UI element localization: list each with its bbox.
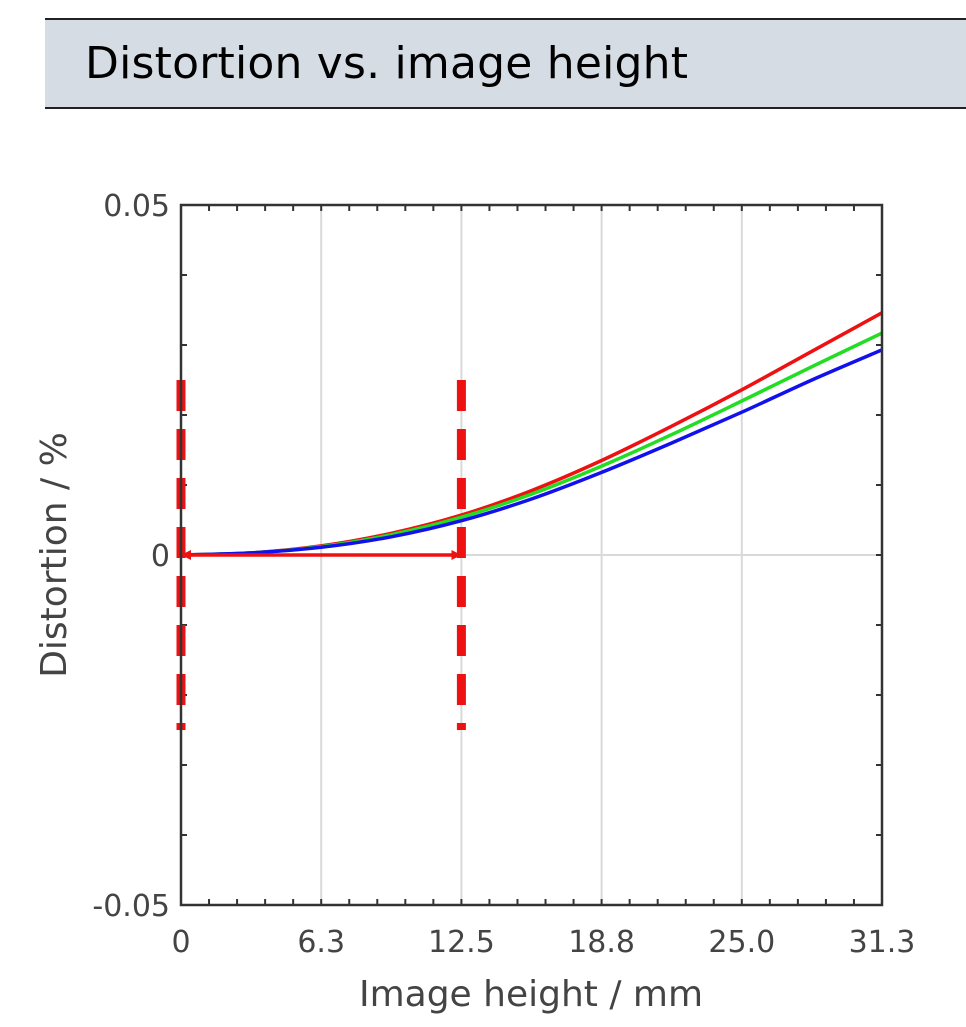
plot-frame xyxy=(179,203,884,907)
x-tick-label: 0 xyxy=(171,925,190,960)
title-bar: Distortion vs. image height xyxy=(45,18,966,109)
x-tick-label: 18.8 xyxy=(568,925,635,960)
x-tick-labels: 0 6.3 12.5 18.8 25.0 31.3 xyxy=(171,925,915,960)
y-tick-label: -0.05 xyxy=(92,889,170,924)
page-title: Distortion vs. image height xyxy=(85,38,689,89)
x-tick-label: 6.3 xyxy=(297,925,345,960)
y-tick-label: 0.05 xyxy=(103,189,170,224)
y-tick-label: 0 xyxy=(151,539,170,574)
y-axis-label: Distortion / % xyxy=(34,432,75,678)
x-tick-label: 31.3 xyxy=(849,925,916,960)
x-tick-label: 25.0 xyxy=(708,925,775,960)
series-line-2 xyxy=(181,348,882,557)
series-group xyxy=(181,311,882,557)
x-axis-label: Image height / mm xyxy=(359,974,703,1015)
x-tick-label: 12.5 xyxy=(428,925,495,960)
y-tick-labels: 0.05 0 -0.05 xyxy=(92,189,170,924)
